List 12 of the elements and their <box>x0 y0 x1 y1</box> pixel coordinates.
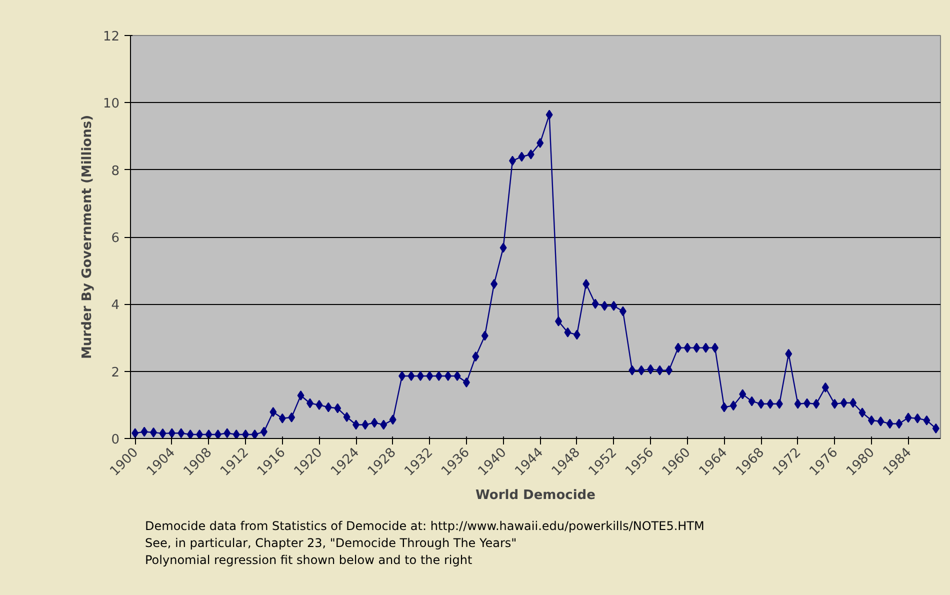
text: Democide data from Statistics of Democide at: http://www.hawaii.edu/powerkills/NOTE5.HTM <box>145 519 704 533</box>
y-tick-label: 4 <box>111 298 120 314</box>
text: See, in particular, Chapter 23, "Democide Through The Years" <box>145 536 517 550</box>
y-tick-label: 0 <box>111 432 120 448</box>
y-tick-label: 12 <box>102 30 120 44</box>
x-axis-title: World Democide <box>476 488 596 503</box>
y-tick-label: 8 <box>111 164 120 179</box>
y-axis-title: Murder By Government (Millions) <box>80 114 95 360</box>
y-tick-label: 10 <box>102 96 120 112</box>
text: Polynomial regression fit shown below and to the right <box>145 552 472 567</box>
y-tick-label: 2 <box>111 365 120 380</box>
y-tick-label: 6 <box>111 231 120 246</box>
